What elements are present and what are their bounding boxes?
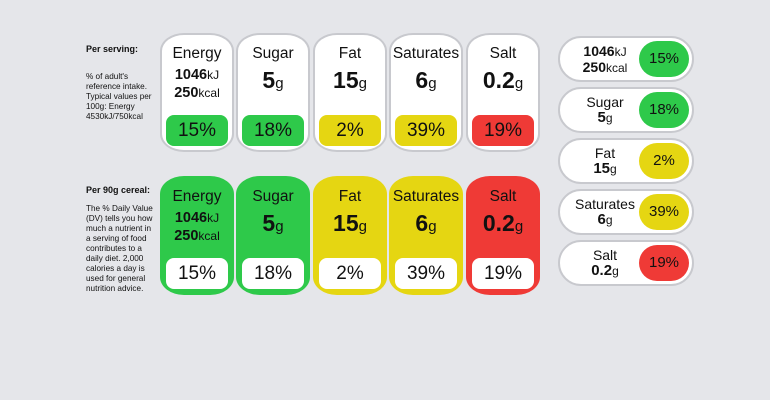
- nutrient-name: Saturates: [392, 188, 460, 205]
- pill-text: Sugar 5g: [562, 89, 648, 126]
- percent-badge: 19%: [472, 115, 534, 146]
- pill-text: Saturates 6g: [562, 191, 648, 228]
- panel1-salt-label: Salt 0.2g 19%: [466, 33, 540, 152]
- pill-percent-badge: 15%: [639, 41, 689, 77]
- pill-amount: 5g: [597, 109, 613, 126]
- percent-badge: 15%: [166, 115, 228, 146]
- nutrient-name: Sugar: [252, 188, 294, 205]
- nutrient-amount: 0.2g: [482, 67, 524, 93]
- nutrient-name: Saturates: [392, 45, 460, 62]
- percent-badge: 18%: [242, 115, 304, 146]
- nutrient-amount: 15g: [333, 67, 367, 93]
- panel1-energy-label: Energy 1046kJ 250kcal 15%: [160, 33, 234, 152]
- percent-badge: 39%: [395, 258, 457, 289]
- pill-amount: 6g: [597, 211, 613, 228]
- nutrient-name: Fat: [338, 188, 362, 205]
- panel2-notes: Per 90g cereal: The % Daily Value (DV) t…: [86, 185, 156, 294]
- nutrient-amount: 0.2g: [482, 210, 524, 236]
- panel2-note: The % Daily Value (DV) tells you how muc…: [86, 204, 153, 293]
- percent-badge: 19%: [472, 258, 534, 289]
- nutrient-amount: 6g: [415, 210, 437, 236]
- panel1-sugar-label: Sugar 5g 18%: [236, 33, 310, 152]
- pill-saturates: Saturates 6g 39%: [558, 189, 694, 235]
- panel2-sugar-label: Sugar 5g 18%: [236, 176, 310, 295]
- panel1-saturates-label: Saturates 6g 39%: [389, 33, 463, 152]
- panel1-notes: Per serving: % of adult's reference inta…: [86, 44, 156, 122]
- pill-text: Salt 0.2g: [562, 242, 648, 279]
- nutrient-amount: 5g: [262, 67, 284, 93]
- panel2-heading: Per 90g cereal:: [86, 185, 151, 195]
- percent-badge: 2%: [319, 258, 381, 289]
- nutrient-name: Salt: [489, 188, 517, 205]
- pill-name: Sugar: [586, 94, 624, 110]
- panel1-note: % of adult's reference intake. Typical v…: [86, 72, 152, 121]
- percent-badge: 39%: [395, 115, 457, 146]
- pill-fat: Fat 15g 2%: [558, 138, 694, 184]
- pill-percent-badge: 18%: [639, 92, 689, 128]
- percent-badge: 18%: [242, 258, 304, 289]
- pill-sugar: Sugar 5g 18%: [558, 87, 694, 133]
- pill-amount-kcal: 250kcal: [582, 59, 628, 76]
- pill-percent-badge: 39%: [639, 194, 689, 230]
- nutrient-amount-kj: 1046kJ: [174, 210, 220, 226]
- pill-text: 1046kJ 250kcal: [562, 38, 648, 76]
- pill-amount: 0.2g: [591, 262, 619, 279]
- nutrient-name: Energy: [172, 45, 222, 62]
- nutrient-name: Energy: [172, 188, 222, 205]
- pill-energy: 1046kJ 250kcal 15%: [558, 36, 694, 82]
- panel2-energy-label: Energy 1046kJ 250kcal 15%: [160, 176, 234, 295]
- panel2-salt-label: Salt 0.2g 19%: [466, 176, 540, 295]
- panel2-fat-label: Fat 15g 2%: [313, 176, 387, 295]
- nutrient-amount-kcal: 250kcal: [174, 85, 220, 101]
- nutrient-name: Sugar: [252, 45, 294, 62]
- pill-salt: Salt 0.2g 19%: [558, 240, 694, 286]
- nutrient-amount: 5g: [262, 210, 284, 236]
- panel2-saturates-label: Saturates 6g 39%: [389, 176, 463, 295]
- pill-amount: 15g: [593, 160, 617, 177]
- percent-badge: 2%: [319, 115, 381, 146]
- nutrient-amount-kj: 1046kJ: [174, 67, 220, 83]
- nutrient-name: Fat: [338, 45, 362, 62]
- pill-name: Salt: [592, 247, 618, 263]
- nutrient-amount-kcal: 250kcal: [174, 228, 220, 244]
- pill-name: Fat: [594, 145, 616, 161]
- panel1-fat-label: Fat 15g 2%: [313, 33, 387, 152]
- pill-text: Fat 15g: [562, 140, 648, 177]
- panel1-heading: Per serving:: [86, 44, 139, 54]
- nutrient-name: Salt: [489, 45, 517, 62]
- pill-percent-badge: 2%: [639, 143, 689, 179]
- nutrient-amount: 15g: [333, 210, 367, 236]
- percent-badge: 15%: [166, 258, 228, 289]
- pill-name: Saturates: [575, 196, 635, 212]
- pill-percent-badge: 19%: [639, 245, 689, 281]
- pill-amount-kj: 1046kJ: [583, 43, 627, 60]
- nutrient-amount: 6g: [415, 67, 437, 93]
